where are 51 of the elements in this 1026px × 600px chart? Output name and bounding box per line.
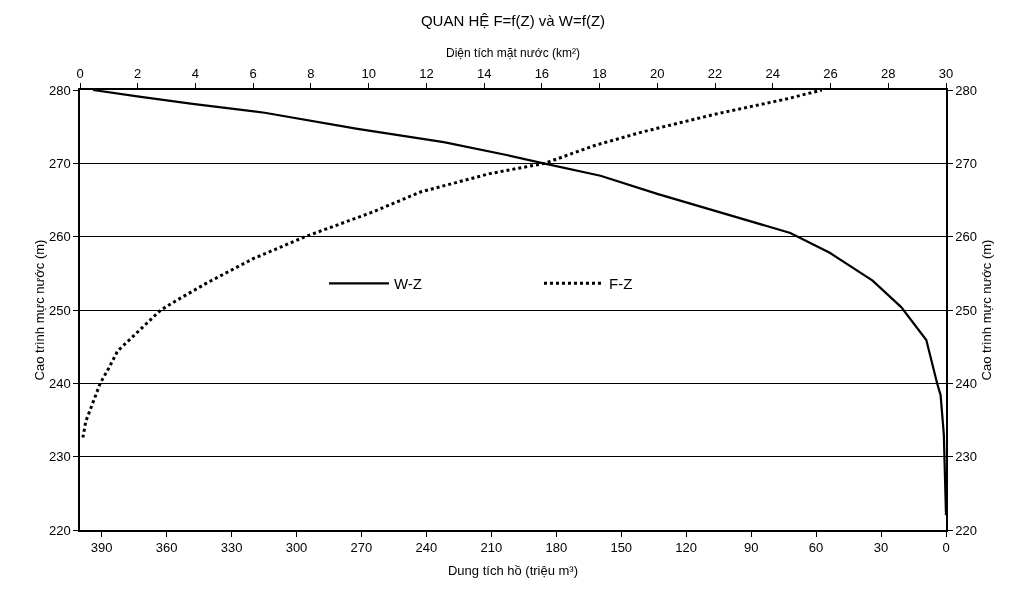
x-tick-label: 270 xyxy=(350,540,373,556)
x2-tick-label: 22 xyxy=(707,66,723,82)
x2-tick-label: 2 xyxy=(134,66,142,82)
y-axis-title: Cao trình mực nước (m) xyxy=(31,239,47,381)
x2-tick-label: 16 xyxy=(534,66,550,82)
y2-axis-title: Cao trình mực nước (m) xyxy=(979,239,995,381)
y-tick-label: 280 xyxy=(48,82,71,98)
x2-tick-label: 24 xyxy=(765,66,781,82)
y-tick-label: 270 xyxy=(48,155,71,171)
x-tick-label: 60 xyxy=(808,540,824,556)
y2-tick-label: 240 xyxy=(955,375,978,391)
x-tick-label: 90 xyxy=(743,540,759,556)
x-tick-label: 360 xyxy=(155,540,178,556)
y2-tick-label: 230 xyxy=(955,449,978,465)
x2-tick-label: 6 xyxy=(249,66,257,82)
x-tick-label: 180 xyxy=(545,540,568,556)
y-tick-label: 220 xyxy=(48,522,71,538)
y2-tick-label: 280 xyxy=(955,82,978,98)
y-tick-label: 250 xyxy=(48,302,71,318)
x2-tick-label: 26 xyxy=(823,66,838,82)
x2-tick-label: 10 xyxy=(361,66,376,82)
y2-tick-label: 220 xyxy=(955,522,978,538)
x2-axis-title: Diện tích mặt nước (km²) xyxy=(446,45,580,60)
x2-tick-label: 12 xyxy=(419,66,434,82)
x2-tick-label: 30 xyxy=(938,66,954,82)
y2-tick-label: 260 xyxy=(955,229,978,245)
x2-tick-label: 14 xyxy=(476,66,492,82)
y2-tick-label: 270 xyxy=(955,155,978,171)
x-tick-label: 0 xyxy=(942,540,950,556)
x-tick-label: 300 xyxy=(285,540,308,556)
y-tick-label: 230 xyxy=(48,449,71,465)
x2-tick-label: 18 xyxy=(592,66,607,82)
x2-tick-label: 0 xyxy=(76,66,84,82)
x-tick-label: 330 xyxy=(220,540,243,556)
y-tick-label: 240 xyxy=(48,375,71,391)
x-tick-label: 210 xyxy=(480,540,503,556)
legend-label: W-Z xyxy=(393,275,423,293)
y2-tick-label: 250 xyxy=(955,302,978,318)
x2-tick-label: 4 xyxy=(191,66,200,82)
x-axis-title: Dung tích hồ (triệu m³) xyxy=(447,563,579,579)
x-tick-label: 120 xyxy=(675,540,698,556)
x2-tick-label: 20 xyxy=(650,66,665,82)
x-tick-label: 390 xyxy=(90,540,113,556)
x-tick-label: 30 xyxy=(873,540,889,556)
x2-tick-label: 28 xyxy=(881,66,896,82)
x-tick-label: 150 xyxy=(610,540,633,556)
x-tick-label: 240 xyxy=(415,540,438,556)
y-tick-label: 260 xyxy=(48,229,71,245)
x2-tick-label: 8 xyxy=(307,66,315,82)
legend-label: F-Z xyxy=(608,275,633,293)
chart-title: QUAN HỆ F=f(Z) và W=f(Z) xyxy=(420,11,606,29)
